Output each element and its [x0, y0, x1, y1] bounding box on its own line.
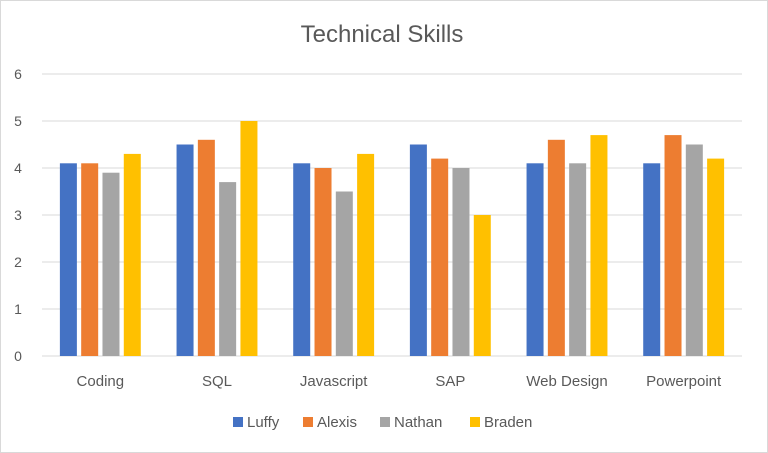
bar-nathan-web-design — [569, 163, 587, 356]
legend-item-luffy: Luffy — [233, 414, 280, 431]
legend-item-braden: Braden — [470, 414, 532, 431]
bar-luffy-powerpoint — [643, 163, 661, 356]
gridlines — [42, 73, 742, 357]
bar-braden-javascript — [357, 153, 375, 356]
x-tick-label: Powerpoint — [646, 373, 722, 390]
x-tick-label: Javascript — [300, 373, 368, 390]
legend-item-alexis: Alexis — [303, 414, 357, 431]
y-tick-label: 5 — [14, 113, 22, 129]
legend-label: Braden — [484, 414, 532, 431]
x-tick-label: Web Design — [526, 373, 607, 390]
y-tick-label: 2 — [14, 254, 22, 270]
bar-nathan-coding — [102, 172, 120, 356]
x-axis: Coding SQL Javascript SAP Web Design Powerpoi… — [77, 373, 722, 390]
legend-swatch — [470, 417, 480, 427]
legend-swatch — [233, 417, 243, 427]
bar-braden-coding — [123, 153, 141, 356]
bar-luffy-javascript — [293, 163, 311, 356]
y-tick-label: 4 — [14, 160, 22, 176]
bar-luffy-web-design — [526, 163, 544, 356]
bar-alexis-web-design — [547, 139, 565, 356]
legend-item-nathan: Nathan — [380, 414, 442, 431]
chart-title: Technical Skills — [301, 21, 464, 48]
y-axis: 0 1 2 3 4 5 6 — [14, 66, 22, 364]
bar-luffy-coding — [59, 163, 77, 356]
bar-braden-sql — [240, 121, 258, 356]
legend: Luffy Alexis Nathan Braden — [233, 414, 532, 431]
bars — [59, 121, 725, 356]
legend-label: Nathan — [394, 414, 442, 431]
bar-braden-powerpoint — [707, 158, 725, 356]
y-tick-label: 1 — [14, 301, 22, 317]
bar-alexis-sap — [431, 158, 449, 356]
bar-nathan-sap — [452, 168, 470, 356]
legend-swatch — [380, 417, 390, 427]
legend-label: Alexis — [317, 414, 357, 431]
x-tick-label: SAP — [435, 373, 465, 390]
bar-braden-sap — [473, 215, 491, 356]
bar-luffy-sql — [176, 144, 194, 356]
x-tick-label: Coding — [77, 373, 125, 390]
bar-alexis-powerpoint — [664, 135, 682, 356]
y-tick-label: 6 — [14, 66, 22, 82]
bar-alexis-sql — [197, 139, 215, 356]
bar-alexis-coding — [81, 163, 99, 356]
legend-label: Luffy — [247, 414, 280, 431]
x-tick-label: SQL — [202, 373, 232, 390]
bar-nathan-javascript — [335, 191, 353, 356]
bar-alexis-javascript — [314, 168, 332, 356]
bar-nathan-sql — [219, 182, 237, 356]
bar-luffy-sap — [409, 144, 427, 356]
y-tick-label: 3 — [14, 207, 22, 223]
y-tick-label: 0 — [14, 348, 22, 364]
bar-nathan-powerpoint — [685, 144, 703, 356]
legend-swatch — [303, 417, 313, 427]
bar-braden-web-design — [590, 135, 608, 356]
